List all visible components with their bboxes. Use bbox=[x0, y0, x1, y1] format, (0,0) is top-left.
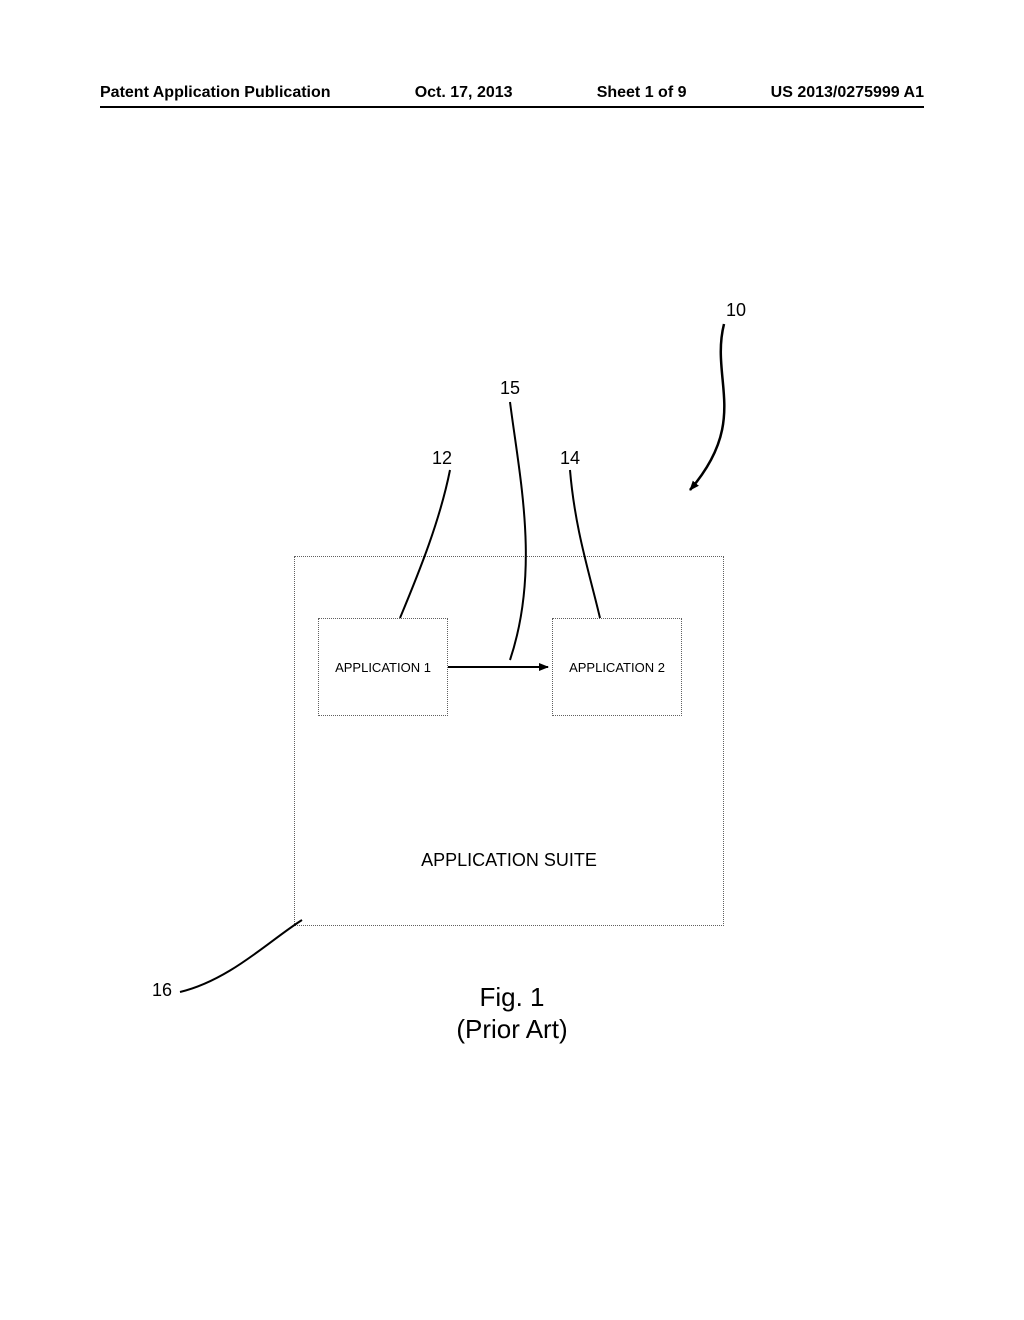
application-1-box: APPLICATION 1 bbox=[318, 618, 448, 716]
ref-label-15: 15 bbox=[500, 378, 520, 399]
ref-label-16: 16 bbox=[152, 980, 172, 1001]
application-2-label: APPLICATION 2 bbox=[569, 660, 665, 675]
leadline-10 bbox=[690, 324, 724, 490]
application-suite-label: APPLICATION SUITE bbox=[294, 850, 724, 871]
ref-label-10: 10 bbox=[726, 300, 746, 321]
application-2-box: APPLICATION 2 bbox=[552, 618, 682, 716]
application-1-label: APPLICATION 1 bbox=[335, 660, 431, 675]
figure-caption-line2: (Prior Art) bbox=[0, 1014, 1024, 1045]
ref-label-12: 12 bbox=[432, 448, 452, 469]
diagram: APPLICATION 1 APPLICATION 2 APPLICATION … bbox=[0, 0, 1024, 1320]
ref-label-14: 14 bbox=[560, 448, 580, 469]
